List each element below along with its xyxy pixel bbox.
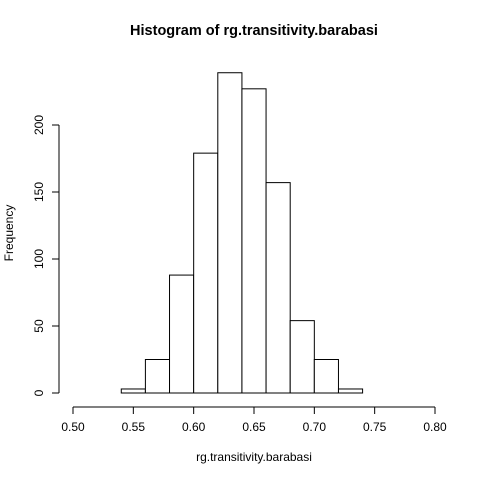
x-axis-label: rg.transitivity.barabasi — [196, 450, 312, 464]
chart-title: Histogram of rg.transitivity.barabasi — [130, 23, 378, 39]
x-tick-label: 0.50 — [61, 420, 85, 434]
histogram-bar-5 — [241, 88, 267, 394]
x-tick-label: 0.60 — [182, 420, 206, 434]
x-axis: 0.50 0.55 0.60 0.65 0.70 0.75 0.80 — [61, 406, 447, 434]
y-tick-label: 150 — [32, 182, 46, 202]
y-tick-label: 100 — [32, 249, 46, 269]
x-tick-label: 0.80 — [423, 420, 447, 434]
x-tick-label: 0.75 — [363, 420, 387, 434]
x-tick-label: 0.65 — [242, 420, 266, 434]
y-axis: 0 50 100 150 200 — [32, 115, 60, 396]
bars-group — [120, 72, 364, 394]
x-tick-label: 0.70 — [303, 420, 327, 434]
x-tick-label: 0.55 — [122, 420, 146, 434]
histogram-bar-2 — [169, 274, 195, 394]
histogram-bar-4 — [217, 72, 243, 394]
y-axis-label: Frequency — [2, 205, 16, 262]
y-tick-label: 200 — [32, 115, 46, 135]
histogram-bar-1 — [144, 359, 171, 394]
histogram-bar-8 — [313, 359, 339, 394]
histogram-bar-3 — [193, 152, 219, 394]
histogram-bar-9 — [337, 388, 364, 394]
y-tick-label: 0 — [32, 389, 46, 396]
histogram-bar-0 — [120, 388, 146, 394]
histogram-bar-7 — [289, 320, 315, 394]
y-tick-label: 50 — [32, 319, 46, 333]
histogram-bar-6 — [265, 182, 291, 394]
